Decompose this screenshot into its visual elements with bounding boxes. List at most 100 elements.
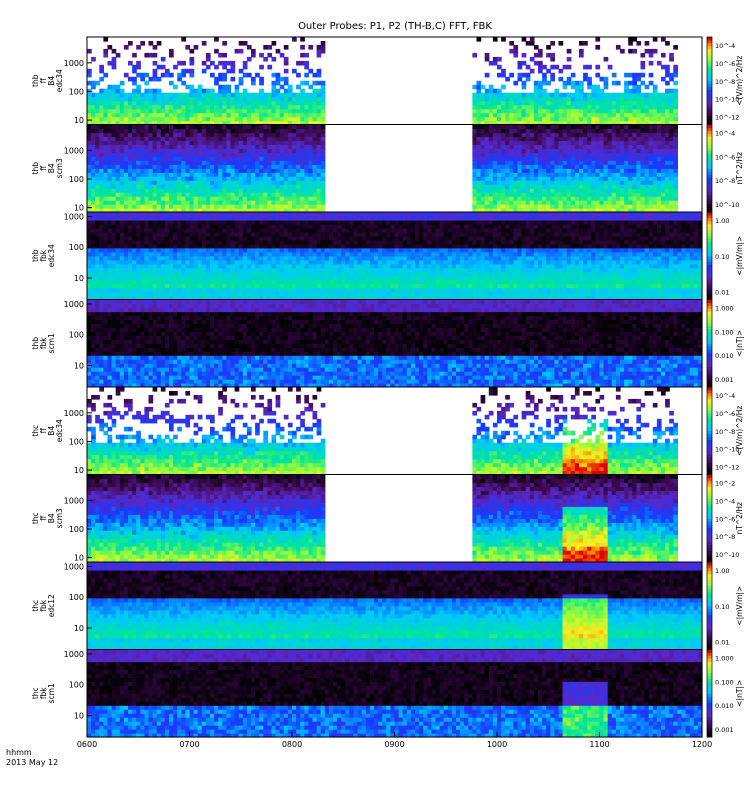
spectrogram-cell [226,164,231,169]
spectrogram-cell [645,125,650,130]
spectrogram-cell [571,73,576,78]
spectrogram-cell [665,144,670,149]
spectrogram-cell [218,196,223,201]
spectrogram-cell [321,180,326,185]
spectrogram-cell [157,133,162,138]
spectrogram-cell [665,200,670,205]
spectrogram-cell [153,244,158,249]
spectrogram-cell [190,192,195,197]
spectrogram-cell [276,144,281,149]
spectrogram-cell [99,97,104,102]
spectrogram-cell [112,200,117,205]
spectrogram-cell [653,164,658,169]
spectrogram-cell [612,109,617,114]
spectrogram-cell [313,200,318,205]
spectrogram-cell [284,200,289,205]
spectrogram-cell [206,164,211,169]
spectrogram-cell [202,196,207,201]
spectrogram-cell [165,133,170,138]
spectrogram-cell [222,232,227,237]
spectrogram-cell [272,89,277,94]
spectrogram-cell [485,192,490,197]
spectrogram-cell [530,168,535,173]
spectrogram-cell [116,216,121,221]
spectrogram-cell [575,105,580,110]
spectrogram-cell [583,144,588,149]
spectrogram-cell [276,109,281,114]
spectrogram-cell [140,264,145,269]
spectrogram-cell [579,49,584,54]
spectrogram-cell [206,89,211,94]
spectrogram-cell [259,244,264,249]
spectrogram-cell [210,93,215,98]
spectrogram-cell [472,168,477,173]
spectrogram-cell [583,65,588,70]
spectrogram-cell [284,244,289,249]
spectrogram-cell [91,192,96,197]
spectrogram-cell [251,148,256,153]
spectrogram-cell [177,200,182,205]
spectrogram-cell [202,156,207,161]
spectrogram-cell [218,252,223,257]
spectrogram-cell [185,280,190,285]
spectrogram-cell [116,164,121,169]
spectrogram-cell [542,77,547,82]
spectrogram-cell [173,216,178,221]
spectrogram-cell [600,129,605,134]
spectrogram-cell [153,280,158,285]
spectrogram-cell [190,73,195,78]
spectrogram-cell [591,133,596,138]
spectrogram-cell [210,268,215,273]
spectrogram-cell [190,164,195,169]
spectrogram-cell [161,73,166,78]
spectrogram-cell [522,109,527,114]
spectrogram-cell [251,232,256,237]
spectrogram-cell [505,140,510,145]
spectrogram-cell [657,168,662,173]
spectrogram-cell [222,284,227,289]
spectrogram-cell [153,176,158,181]
spectrogram-cell [513,133,518,138]
spectrogram-cell [595,144,600,149]
spectrogram-cell [608,156,613,161]
spectrogram-cell [308,160,313,165]
spectrogram-cell [661,105,666,110]
spectrogram-cell [108,272,113,277]
spectrogram-cell [120,129,125,134]
spectrogram-cell [292,256,297,261]
spectrogram-cell [477,176,482,181]
spectrogram-cell [300,53,305,58]
spectrogram-cell [214,129,219,134]
spectrogram-cell [165,200,170,205]
spectrogram-cell [235,160,240,165]
spectrogram-cell [530,164,535,169]
spectrogram-cell [477,93,482,98]
spectrogram-cell [226,232,231,237]
spectrogram-cell [157,148,162,153]
spectrogram-cell [259,113,264,118]
colorbar-cell [707,98,712,101]
spectrogram-cell [559,109,564,114]
spectrogram-cell [272,148,277,153]
spectrogram-cell [546,140,551,145]
spectrogram-cell [559,192,564,197]
spectrogram-cell [206,168,211,173]
spectrogram-cell [645,176,650,181]
spectrogram-cell [120,252,125,257]
spectrogram-cell [169,236,174,241]
spectrogram-cell [497,57,502,62]
spectrogram-cell [673,81,678,86]
spectrogram-cell [177,144,182,149]
spectrogram-cell [239,232,244,237]
spectrogram-cell [280,228,285,233]
spectrogram-cell [616,160,621,165]
spectrogram-cell [288,184,293,189]
spectrogram-cell [284,236,289,241]
spectrogram-cell [210,192,215,197]
spectrogram-cell [161,248,166,253]
spectrogram-cell [99,180,104,185]
spectrogram-cell [554,184,559,189]
spectrogram-cell [243,244,248,249]
spectrogram-cell [604,97,609,102]
spectrogram-cell [485,200,490,205]
